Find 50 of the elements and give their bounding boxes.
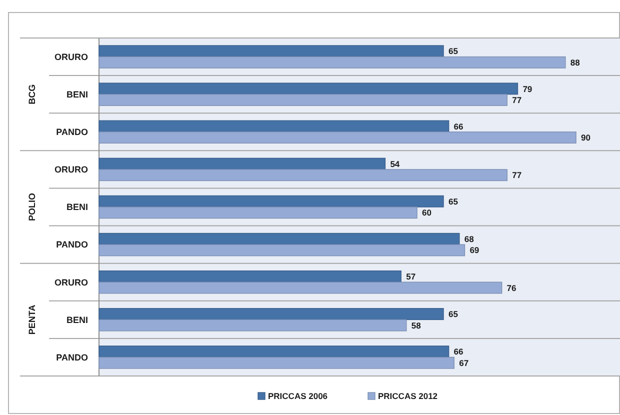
data-label: 57 — [406, 272, 416, 282]
bar — [98, 82, 518, 95]
y-tick-label: BENI — [66, 314, 88, 325]
data-label: 77 — [512, 170, 522, 180]
bar — [98, 94, 508, 106]
data-label: 76 — [506, 282, 517, 293]
bar — [98, 282, 502, 294]
y-tick-label: BENI — [66, 89, 88, 100]
bar — [98, 169, 508, 182]
bar — [98, 56, 566, 68]
data-label: 90 — [581, 132, 591, 143]
y-tick-label: ORURO — [54, 277, 88, 288]
bar — [98, 158, 386, 170]
data-label: 67 — [459, 358, 469, 368]
y-tick-label: PANDO — [56, 240, 88, 250]
data-label: 88 — [570, 57, 580, 68]
data-label: 66 — [454, 121, 464, 132]
bar — [98, 356, 454, 369]
bar — [98, 244, 466, 256]
legend-label: PRICCAS 2012 — [378, 390, 438, 401]
bar — [98, 270, 402, 282]
y-tick-label: ORURO — [54, 52, 88, 62]
data-label: 60 — [422, 208, 432, 218]
text: POLIO — [27, 192, 38, 222]
data-label: 65 — [448, 46, 458, 56]
data-label: 68 — [464, 234, 474, 244]
data-label: 65 — [448, 196, 458, 206]
bar — [98, 195, 444, 208]
data-label: 54 — [390, 158, 400, 169]
legend-label: PRICCAS 2006 — [268, 390, 328, 401]
bar — [98, 346, 450, 358]
text: BCG — [27, 84, 38, 104]
data-label: 77 — [512, 95, 522, 106]
y-tick-label: PANDO — [56, 127, 88, 138]
data-label: 79 — [522, 84, 532, 94]
y-tick-label: PANDO — [56, 352, 88, 362]
data-label: 66 — [454, 346, 464, 357]
bar — [98, 132, 576, 144]
bar — [98, 308, 444, 320]
bar — [98, 206, 418, 219]
bar — [98, 45, 444, 58]
data-label: 65 — [448, 309, 458, 320]
data-label: 58 — [411, 320, 422, 330]
y-tick-label: ORURO — [54, 164, 88, 175]
data-label: 69 — [470, 245, 480, 256]
bar — [98, 120, 450, 132]
bar — [98, 319, 407, 332]
bar — [98, 232, 460, 245]
text: PENTA — [27, 304, 38, 335]
y-tick-label: BENI — [66, 202, 88, 212]
